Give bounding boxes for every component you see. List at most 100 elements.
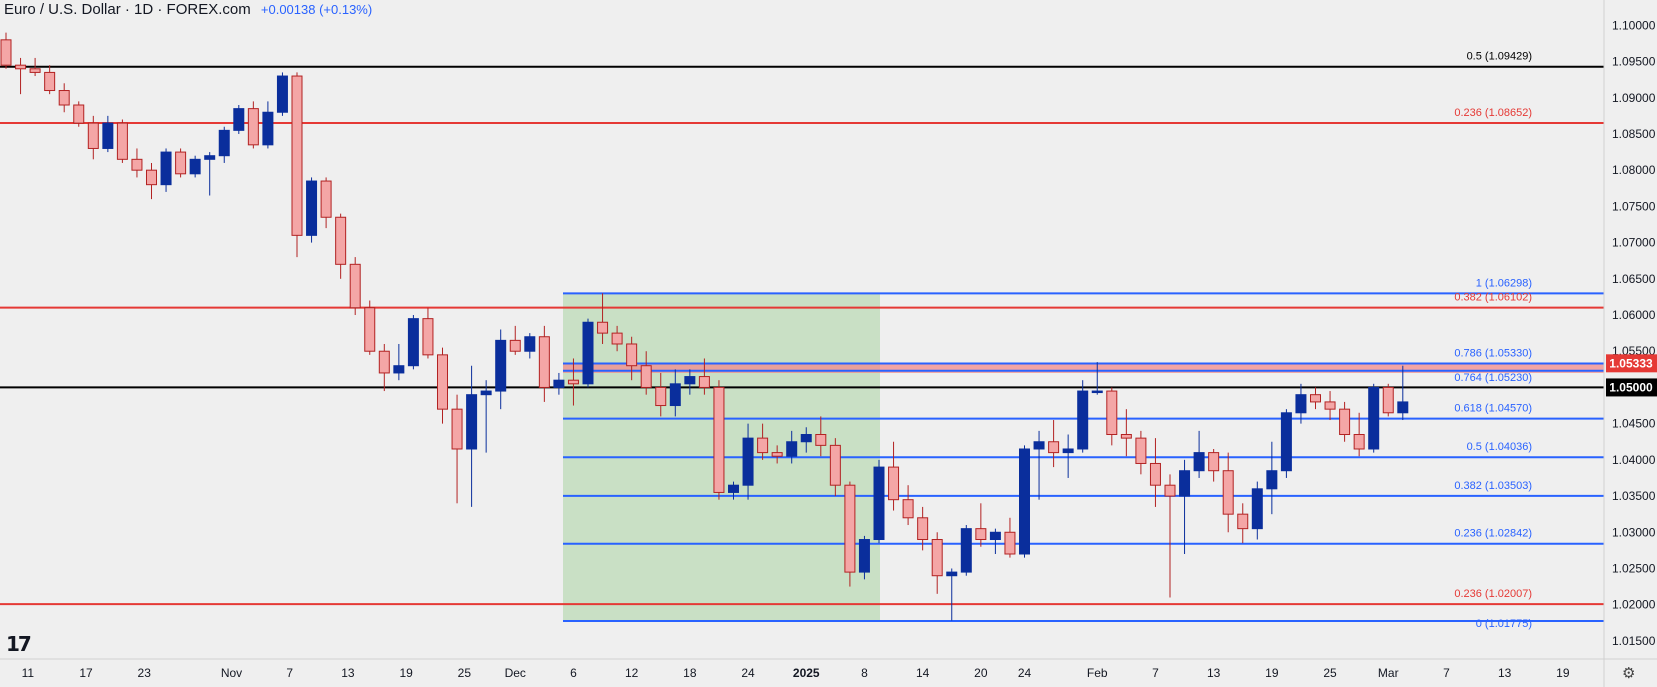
candle[interactable] — [669, 369, 681, 417]
candle[interactable] — [917, 506, 929, 551]
candle[interactable] — [437, 347, 448, 424]
candle[interactable] — [888, 441, 900, 511]
candle[interactable] — [480, 380, 492, 453]
candle[interactable] — [858, 535, 870, 580]
candle[interactable] — [102, 115, 114, 153]
candle[interactable] — [844, 481, 856, 587]
candle[interactable] — [451, 394, 463, 504]
candle[interactable] — [1237, 503, 1249, 544]
candle[interactable] — [1033, 430, 1045, 500]
gear-icon[interactable]: ⚙ — [1622, 665, 1636, 682]
candle[interactable] — [931, 532, 943, 594]
candle[interactable] — [1077, 380, 1089, 453]
candle[interactable] — [218, 126, 230, 163]
candle[interactable] — [407, 315, 419, 370]
candle[interactable] — [1266, 441, 1278, 515]
candle[interactable] — [291, 72, 303, 258]
candle[interactable] — [233, 105, 245, 134]
candle[interactable] — [684, 369, 696, 395]
candle[interactable] — [989, 528, 1001, 554]
candle[interactable] — [1106, 387, 1118, 446]
candle[interactable] — [524, 333, 536, 359]
candle[interactable] — [960, 525, 972, 576]
candle[interactable] — [29, 57, 41, 77]
candle[interactable] — [1251, 481, 1263, 540]
candle[interactable] — [655, 372, 667, 417]
candle[interactable] — [786, 430, 798, 464]
candle[interactable] — [1091, 362, 1103, 395]
candle[interactable] — [146, 162, 157, 200]
candle[interactable] — [728, 481, 739, 500]
candle[interactable] — [262, 101, 274, 149]
candle[interactable] — [116, 119, 128, 163]
candle[interactable] — [597, 293, 609, 344]
candle[interactable] — [626, 336, 638, 381]
candle[interactable] — [771, 445, 783, 464]
candle[interactable] — [247, 101, 259, 149]
candle[interactable] — [1135, 430, 1147, 475]
tradingview-logo-icon[interactable]: 17 — [6, 632, 32, 656]
candle[interactable] — [1295, 383, 1307, 424]
candle[interactable] — [975, 503, 987, 547]
candle[interactable] — [538, 325, 550, 402]
candle[interactable] — [204, 152, 216, 196]
candle[interactable] — [58, 83, 70, 113]
candle[interactable] — [1397, 365, 1409, 421]
candle[interactable] — [1164, 474, 1176, 598]
candle[interactable] — [698, 358, 710, 395]
candle[interactable] — [1222, 452, 1234, 533]
candle[interactable] — [495, 329, 507, 410]
candle[interactable] — [757, 423, 769, 460]
candle[interactable] — [1193, 430, 1205, 478]
candle[interactable] — [87, 115, 99, 160]
candle[interactable] — [189, 155, 201, 178]
candle[interactable] — [553, 372, 565, 395]
candle[interactable] — [44, 65, 56, 95]
candle[interactable] — [15, 57, 27, 95]
candle[interactable] — [509, 325, 521, 355]
candle[interactable] — [800, 427, 812, 453]
candle[interactable] — [611, 325, 623, 352]
candle[interactable] — [160, 148, 172, 192]
candle[interactable] — [873, 459, 885, 544]
candle[interactable] — [364, 300, 376, 355]
candle[interactable] — [1310, 387, 1321, 410]
candle[interactable] — [567, 358, 579, 406]
candle[interactable] — [1353, 412, 1365, 457]
candle[interactable] — [1368, 383, 1380, 453]
candle[interactable] — [902, 485, 914, 526]
candle[interactable] — [349, 257, 361, 316]
candle[interactable] — [829, 438, 841, 497]
candle[interactable] — [1208, 448, 1220, 482]
candle[interactable] — [1280, 409, 1292, 478]
candle[interactable] — [73, 101, 85, 127]
candle[interactable] — [1179, 459, 1191, 554]
candle[interactable] — [131, 148, 143, 178]
candle[interactable] — [175, 148, 187, 178]
candle[interactable] — [320, 177, 332, 229]
candle[interactable] — [422, 307, 434, 359]
candle[interactable] — [466, 365, 478, 507]
candle[interactable] — [713, 380, 725, 500]
candle[interactable] — [1048, 420, 1060, 468]
candle[interactable] — [1120, 409, 1132, 457]
candle[interactable] — [1339, 401, 1351, 442]
candle[interactable] — [1004, 517, 1016, 558]
candle[interactable] — [378, 343, 390, 392]
candle[interactable] — [1019, 445, 1030, 558]
candle[interactable] — [0, 32, 12, 69]
candle[interactable] — [582, 318, 594, 388]
candle[interactable] — [276, 72, 288, 116]
candle[interactable] — [742, 423, 754, 500]
candle[interactable] — [393, 343, 405, 381]
candle[interactable] — [1382, 383, 1394, 417]
candle[interactable] — [1149, 438, 1161, 507]
candle[interactable] — [640, 351, 652, 395]
candle[interactable] — [815, 416, 827, 457]
candle[interactable] — [335, 213, 347, 279]
candle[interactable] — [1324, 391, 1336, 421]
candle[interactable] — [306, 177, 318, 243]
candle[interactable] — [946, 568, 958, 621]
candle[interactable] — [1062, 434, 1074, 478]
